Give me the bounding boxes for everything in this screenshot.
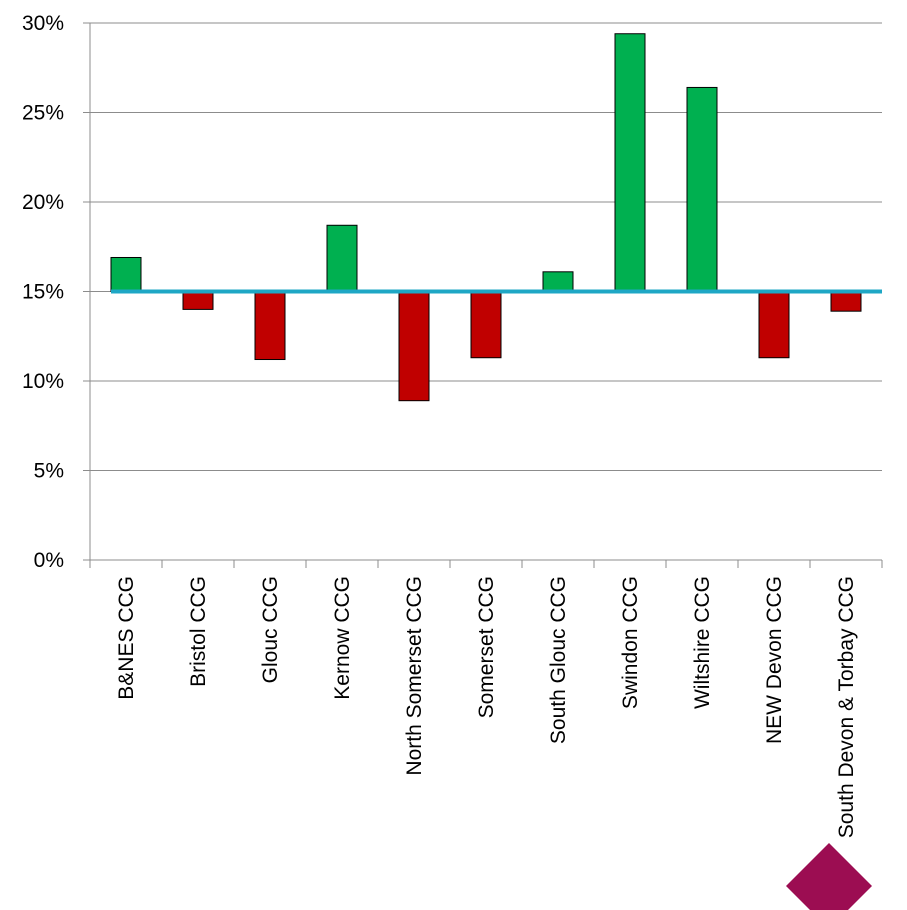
category-label: Kernow CCG [331, 576, 354, 700]
bar [542, 271, 574, 292]
axes [83, 22, 883, 568]
category-label: South Devon & Torbay CCG [835, 576, 858, 838]
bars [110, 33, 862, 402]
labels: 0% 5% 10% 15% 20% 25% 30% B&NES CCG Bristol CCG G… [22, 12, 858, 838]
category-label: North Somerset CCG [403, 576, 426, 776]
y-tick-label: 5% [34, 460, 64, 483]
logo-diamond [786, 843, 872, 910]
category-label: Swindon CCG [619, 576, 642, 709]
y-tick-label: 0% [34, 549, 64, 572]
category-label: Bristol CCG [187, 576, 210, 687]
category-label: South Glouc CCG [547, 576, 570, 744]
category-label: Wiltshire CCG [691, 576, 714, 709]
category-label: Somerset CCG [475, 576, 498, 718]
y-tick-label: 30% [22, 12, 64, 35]
bar [470, 291, 502, 359]
bar [830, 291, 862, 312]
gridlines [90, 22, 882, 471]
category-label: B&NES CCG [115, 576, 138, 700]
category-label: NEW Devon CCG [763, 576, 786, 744]
bar [254, 291, 286, 361]
bar [398, 291, 430, 402]
logo-mark [786, 843, 872, 910]
y-tick-label: 20% [22, 191, 64, 214]
bar [110, 256, 142, 292]
y-tick-label: 10% [22, 370, 64, 393]
bar [686, 86, 718, 292]
bar [182, 291, 214, 310]
bar [758, 291, 790, 359]
bar [614, 33, 646, 293]
y-tick-label: 15% [22, 281, 64, 304]
bar [326, 224, 358, 293]
y-tick-label: 25% [22, 102, 64, 125]
category-label: Glouc CCG [259, 576, 282, 683]
